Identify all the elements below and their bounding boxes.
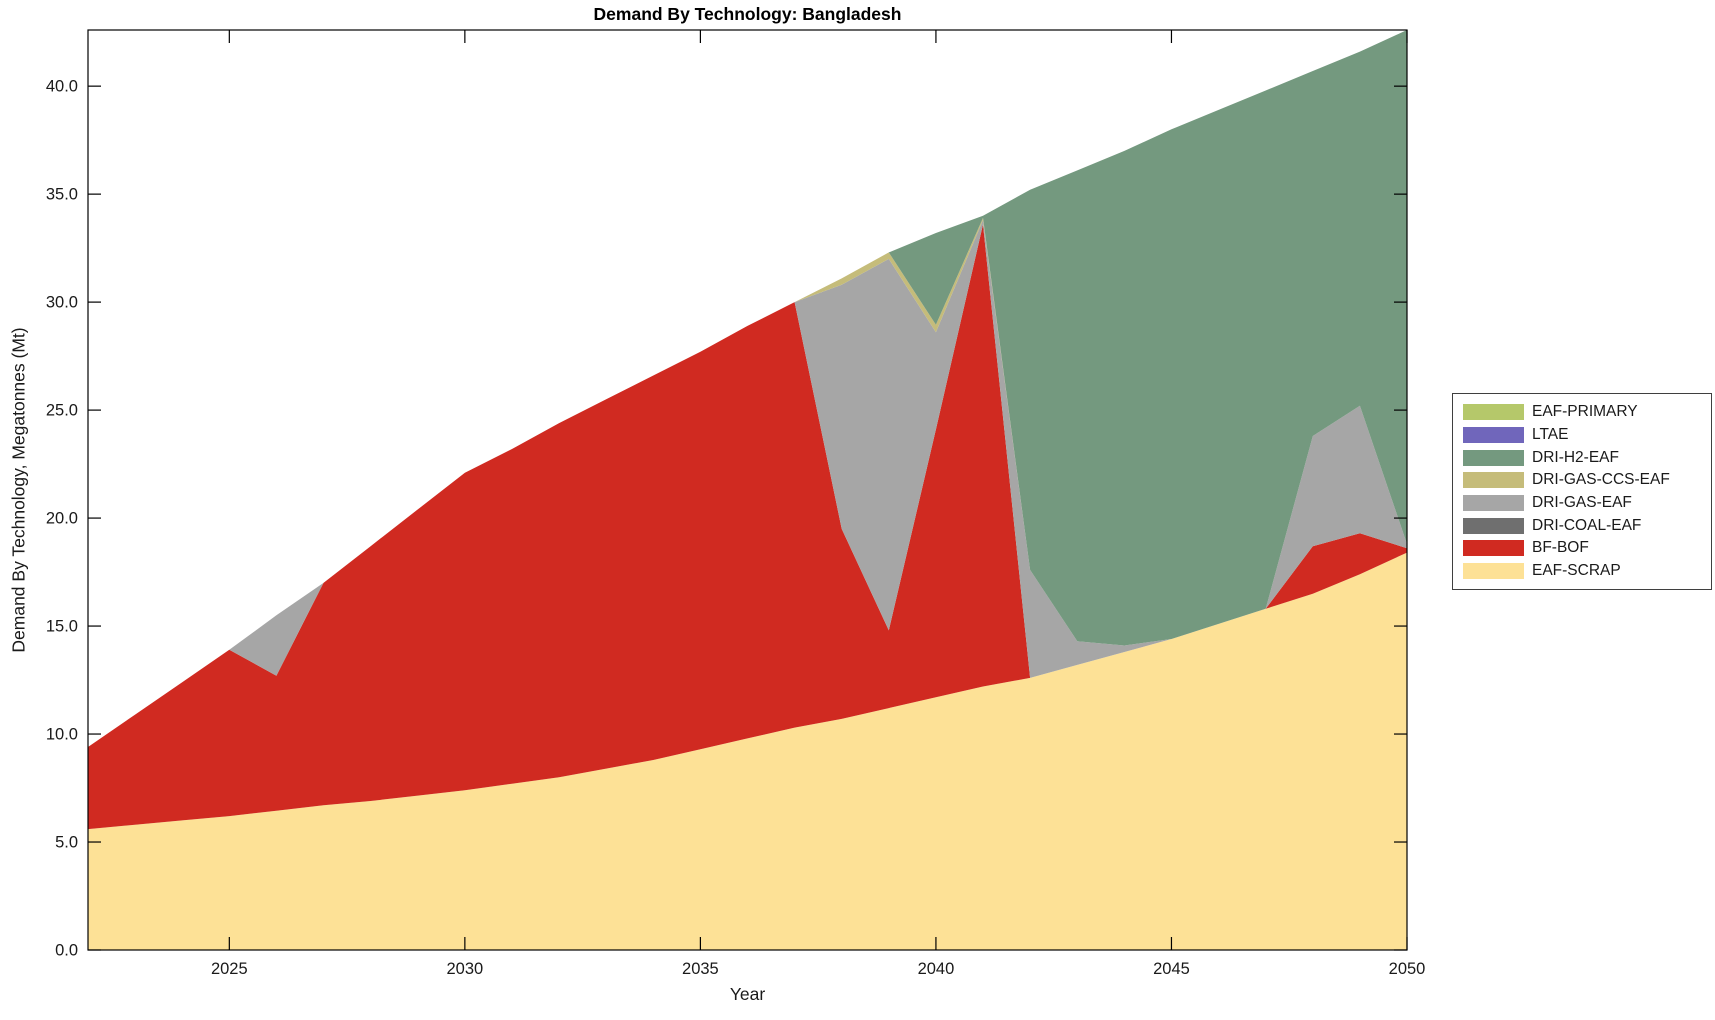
y-tick-label: 35.0 — [46, 186, 78, 204]
legend-swatch-icon — [1463, 540, 1524, 557]
legend-item-label: LTAE — [1532, 426, 1569, 444]
x-tick-label: 2030 — [446, 960, 483, 978]
legend-item-label: EAF-SCRAP — [1532, 562, 1621, 580]
area-eaf-scrap — [88, 552, 1407, 950]
legend-swatch-icon — [1463, 449, 1524, 466]
legend-swatch-icon — [1463, 472, 1524, 489]
x-tick-label: 2050 — [1389, 960, 1426, 978]
legend-swatch-icon — [1463, 563, 1524, 580]
legend-item-label: BF-BOF — [1532, 539, 1589, 557]
legend-item: DRI-GAS-CCS-EAF — [1453, 469, 1711, 492]
legend-item: DRI-H2-EAF — [1453, 446, 1711, 469]
legend-item-label: EAF-PRIMARY — [1532, 403, 1638, 421]
legend: EAF-PRIMARY LTAE DRI-H2-EAF DRI-GAS-CCS-EAF… — [1452, 393, 1712, 590]
legend-swatch-icon — [1463, 517, 1524, 534]
legend-item-label: DRI-GAS-CCS-EAF — [1532, 471, 1670, 489]
legend-item: LTAE — [1453, 424, 1711, 447]
x-tick-label: 2035 — [682, 960, 719, 978]
legend-item-label: DRI-COAL-EAF — [1532, 516, 1642, 534]
legend-item-label: DRI-GAS-EAF — [1532, 494, 1632, 512]
x-tick-label: 2045 — [1153, 960, 1190, 978]
legend-item: DRI-COAL-EAF — [1453, 514, 1711, 537]
y-tick-label: 0.0 — [55, 942, 78, 960]
area-dri-h2-eaf — [88, 30, 1407, 747]
x-tick-label: 2025 — [211, 960, 248, 978]
y-tick-label: 5.0 — [55, 834, 78, 852]
y-tick-label: 10.0 — [46, 726, 78, 744]
y-tick-label: 15.0 — [46, 618, 78, 636]
x-tick-label: 2040 — [918, 960, 955, 978]
area-bf-bof — [88, 224, 1407, 830]
legend-item: DRI-GAS-EAF — [1453, 492, 1711, 515]
legend-item: BF-BOF — [1453, 537, 1711, 560]
legend-swatch-icon — [1463, 495, 1524, 512]
y-axis-label: Demand By Technology, Megatonnes (Mt) — [8, 327, 29, 653]
chart-title: Demand By Technology: Bangladesh — [593, 4, 902, 24]
y-tick-label: 40.0 — [46, 78, 78, 96]
legend-item: EAF-SCRAP — [1453, 560, 1711, 583]
x-axis-label: Year — [729, 984, 766, 1004]
legend-item-label: DRI-H2-EAF — [1532, 448, 1619, 466]
y-tick-label: 30.0 — [46, 294, 78, 312]
legend-swatch-icon — [1463, 404, 1524, 421]
y-tick-label: 25.0 — [46, 402, 78, 420]
plot-box — [87, 29, 1408, 951]
legend-item: EAF-PRIMARY — [1453, 401, 1711, 424]
y-tick-label: 20.0 — [46, 510, 78, 528]
legend-swatch-icon — [1463, 427, 1524, 444]
